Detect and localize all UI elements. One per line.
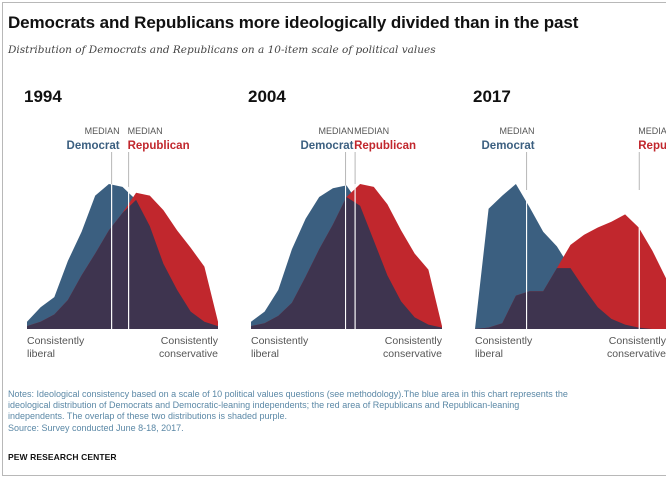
axis-left-label-2-1994: liberal — [27, 348, 55, 360]
charts-svg: MEDIANDemocratMEDIANRepublicanConsistent… — [27, 126, 666, 360]
overlap-area-2017 — [475, 268, 666, 329]
overlap-area-2004 — [251, 197, 442, 329]
axis-left-label-2004: Consistently — [251, 335, 309, 347]
axis-left-label-2017: Consistently — [475, 335, 533, 347]
median-name-democrat-2004: Democrat — [300, 140, 353, 152]
median-label-republican-2004: MEDIAN — [354, 126, 389, 136]
median-name-republican-2004: Republican — [354, 140, 416, 152]
panel-2004 — [251, 184, 442, 329]
panel-title-2017: 2017 — [473, 87, 511, 106]
median-name-democrat-2017: Democrat — [482, 140, 535, 152]
panel-1994 — [27, 184, 218, 329]
panel-2017 — [475, 184, 666, 329]
median-label-democrat-2004: MEDIAN — [319, 126, 354, 136]
panel-title-1994: 1994 — [24, 87, 62, 106]
axis-right-label-2004: Consistently — [385, 335, 443, 347]
axis-left-label-2-2017: liberal — [475, 348, 503, 360]
axis-right-label-2-2017: conservative — [607, 348, 666, 360]
median-label-democrat-2017: MEDIAN — [500, 126, 535, 136]
median-name-democrat-1994: Democrat — [67, 140, 120, 152]
median-label-republican-1994: MEDIAN — [128, 126, 163, 136]
axis-right-label-2-1994: conservative — [159, 348, 218, 360]
chart-title: Democrats and Republicans more ideologic… — [8, 13, 579, 32]
chart-subtitle: Distribution of Democrats and Republican… — [8, 44, 436, 56]
notes-line-3: independents. The overlap of these two d… — [8, 411, 288, 422]
source-line: Source: Survey conducted June 8-18, 2017… — [8, 422, 184, 433]
brand-label: PEW RESEARCH CENTER — [8, 452, 117, 462]
notes-line-2: ideological distribution of Democrats an… — [8, 400, 520, 411]
median-name-republican-2017: Republican — [638, 140, 666, 152]
axis-right-label-2-2004: conservative — [383, 348, 442, 360]
median-label-democrat-1994: MEDIAN — [85, 126, 120, 136]
axis-right-label-2017: Consistently — [609, 335, 666, 347]
axis-right-label-1994: Consistently — [161, 335, 219, 347]
overlap-area-1994 — [27, 199, 218, 329]
median-name-republican-1994: Republican — [128, 140, 190, 152]
democrat-area-2017 — [475, 184, 666, 329]
notes: Notes: Ideological consistency based on … — [8, 389, 666, 434]
axis-left-label-2-2004: liberal — [251, 348, 279, 360]
notes-line-1: Notes: Ideological consistency based on … — [8, 389, 568, 399]
axis-left-label-1994: Consistently — [27, 335, 85, 347]
panel-title-2004: 2004 — [248, 87, 286, 106]
median-label-republican-2017: MEDIAN — [638, 126, 666, 136]
